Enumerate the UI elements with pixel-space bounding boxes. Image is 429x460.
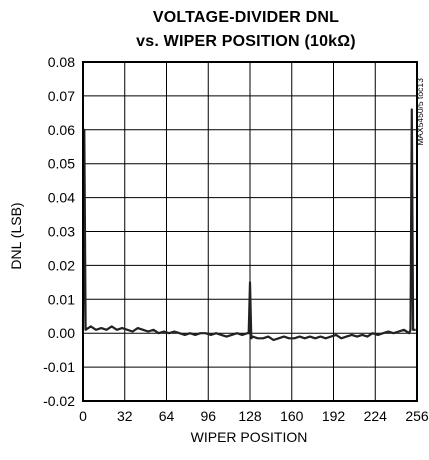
y-tick-label: -0.02	[43, 393, 75, 409]
y-tick-label: 0.05	[48, 156, 75, 172]
y-tick-label: 0.03	[48, 224, 75, 240]
y-axis-label: DNL (LSB)	[8, 202, 24, 269]
figure-annotation: MAX5450/5 toc13	[415, 78, 425, 146]
chart-title: VOLTAGE-DIVIDER DNL	[153, 9, 339, 26]
x-tick-label: 128	[238, 408, 262, 424]
x-tick-label: 96	[200, 408, 216, 424]
grid-lines	[82, 61, 418, 402]
chart-subtitle: vs. WIPER POSITION (10kΩ)	[136, 33, 356, 50]
x-tick-label: 160	[280, 408, 304, 424]
y-tick-label: 0.04	[48, 190, 75, 206]
x-axis-label: WIPER POSITION	[191, 429, 308, 445]
x-tick-label: 64	[159, 408, 175, 424]
y-tick-label: 0.02	[48, 257, 75, 273]
y-tick-labels: -0.02 -0.01 0.00 0.01 0.02 0.03 0.04 0.05 0.06 0.…	[43, 54, 75, 409]
y-tick-label: 0.01	[48, 291, 75, 307]
x-tick-label: 192	[322, 408, 346, 424]
y-tick-label: -0.01	[43, 359, 75, 375]
y-tick-label: 0.00	[48, 325, 75, 341]
x-tick-label: 256	[405, 408, 429, 424]
x-tick-label: 32	[117, 408, 133, 424]
y-tick-label: 0.07	[48, 88, 75, 104]
series-line	[81, 108, 416, 342]
plot-frame	[82, 61, 418, 402]
y-tick-label: 0.06	[48, 122, 75, 138]
y-tick-label: 0.08	[48, 54, 75, 70]
x-tick-label: 224	[364, 408, 388, 424]
x-tick-label: 0	[79, 408, 87, 424]
series-group	[81, 108, 416, 342]
x-tick-labels: 0 32 64 96 128 160 192 224 256	[79, 408, 429, 424]
